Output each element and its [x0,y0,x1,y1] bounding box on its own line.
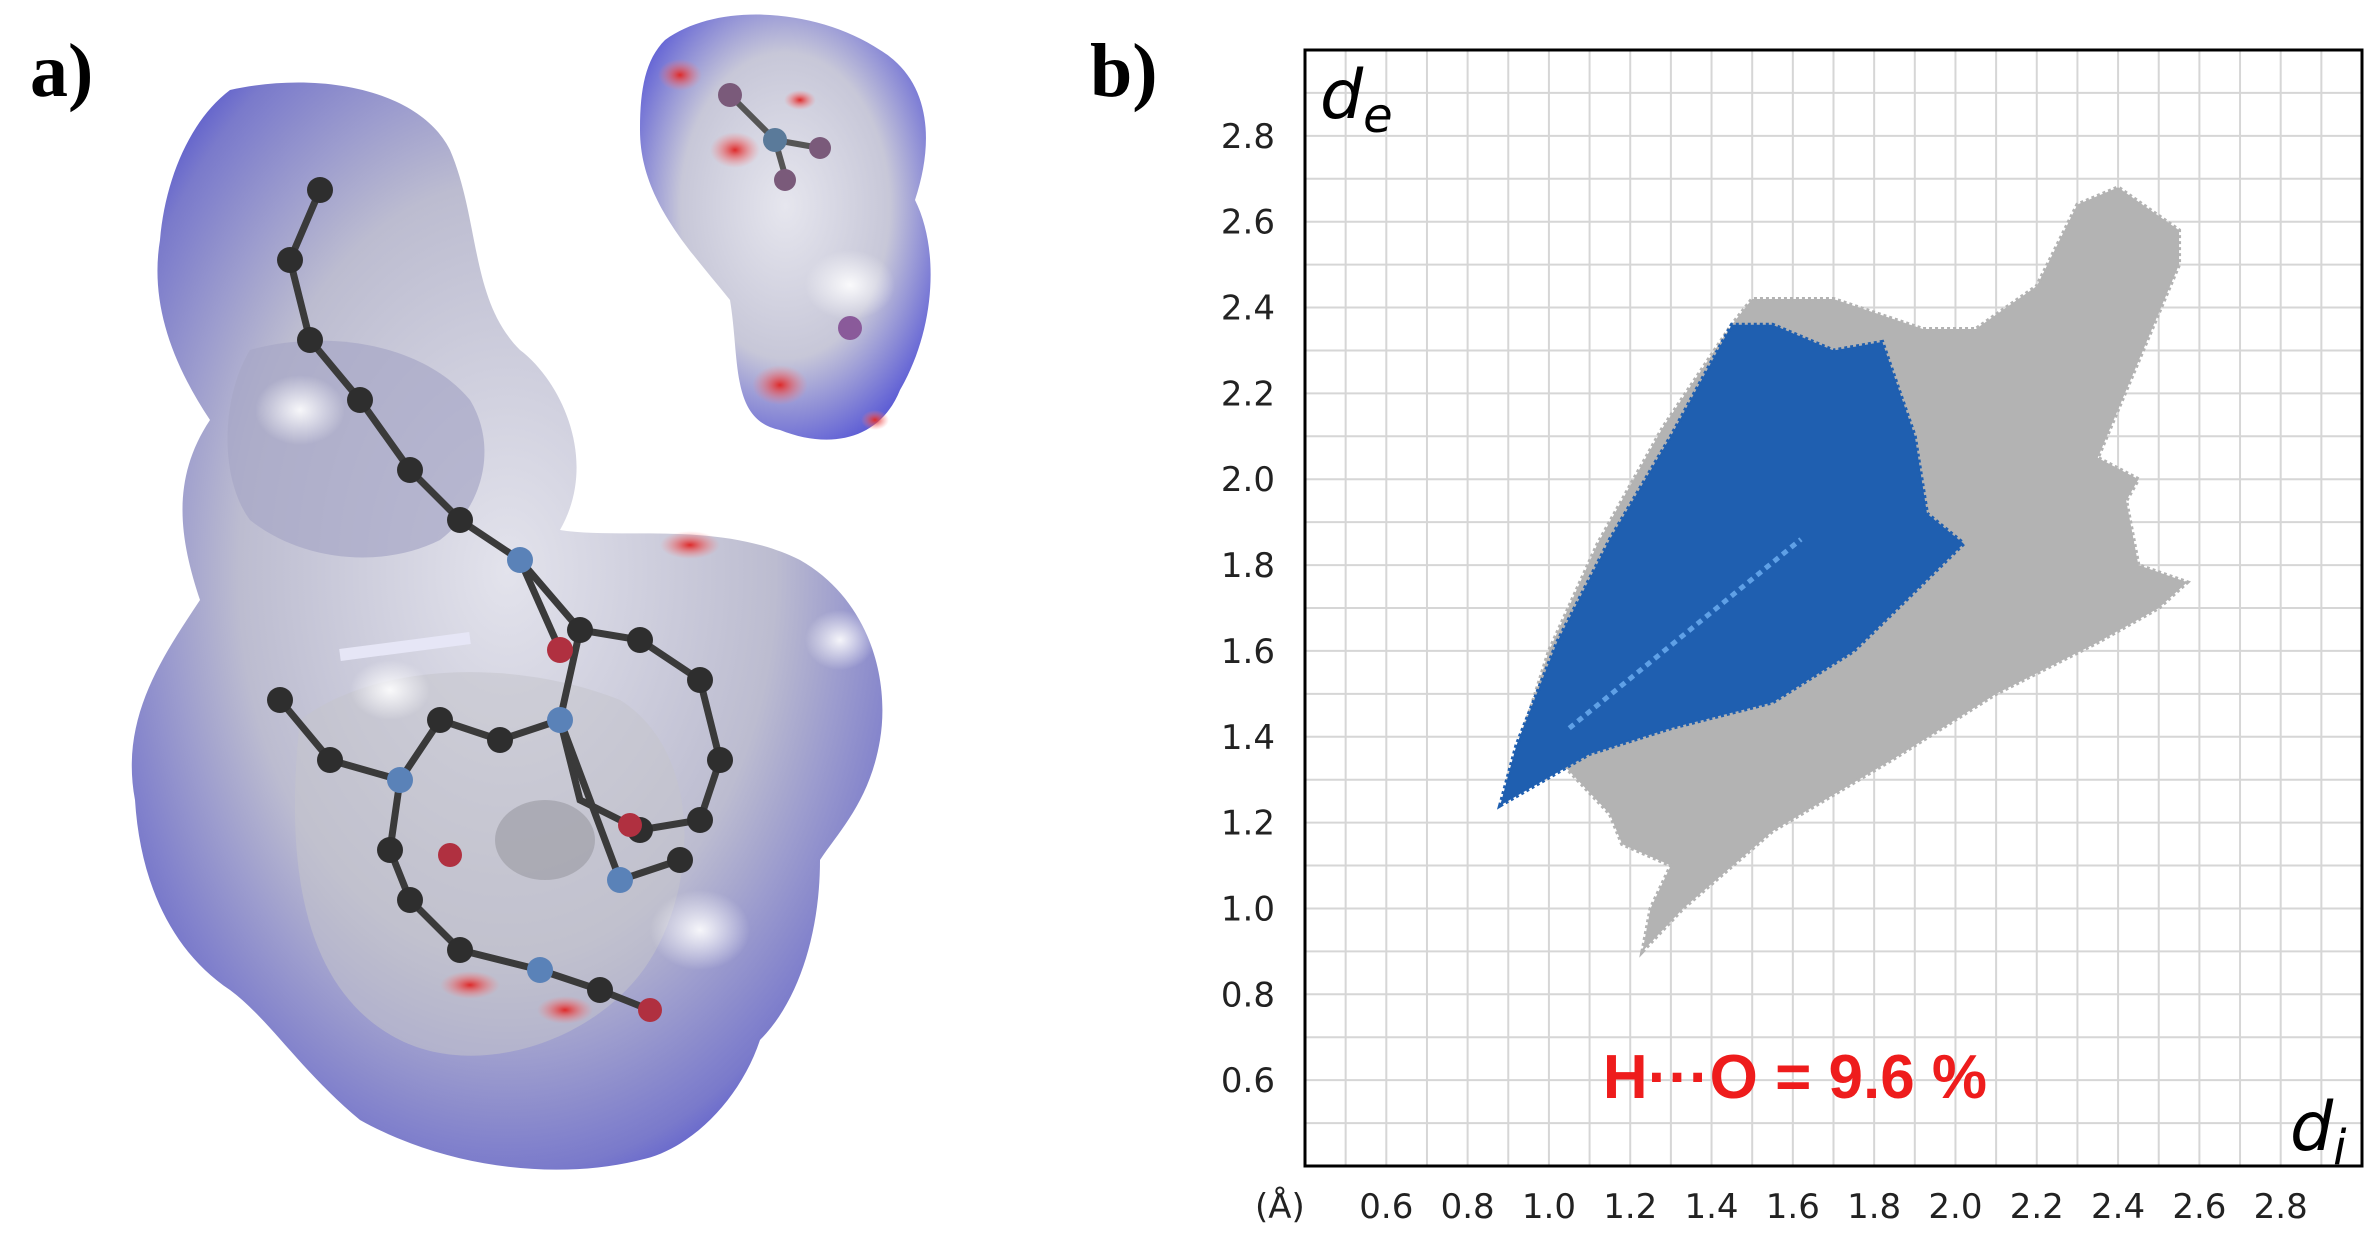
h-o-density-ridge [1567,537,1803,731]
panel-label-a: a) [30,29,94,113]
anion-surface [640,14,931,440]
y-tick-label: 2.2 [1221,374,1275,414]
y-tick-label: 2.6 [1221,203,1275,243]
x-tick-label: 1.0 [1522,1187,1576,1227]
x-tick-label: 1.6 [1766,1187,1820,1227]
x-tick-label: 2.4 [2091,1187,2145,1227]
x-tick-label: 2.8 [2254,1187,2308,1227]
h-o-contacts-region [1496,322,1967,810]
y-tick-label: 1.4 [1221,718,1275,758]
plot-frame [1303,48,2364,1168]
y-tick-label: 2.4 [1221,289,1275,329]
x-tick-label: 1.2 [1603,1187,1657,1227]
y-tick-label: 1.2 [1221,804,1275,844]
tick-labels: 0.6 0.8 1.0 1.2 1.4 1.6 1.8 2.0 2.2 2.4 2.6 2.8 0.6 0… [1221,117,2308,1227]
hirshfeld-surface-image [131,14,931,1170]
y-tick-label: 0.8 [1221,975,1275,1015]
y-axis-label: de [1320,56,1393,144]
unit-label: (Å) [1255,1186,1305,1227]
x-tick-label: 2.2 [2010,1187,2064,1227]
x-tick-label: 0.8 [1441,1187,1495,1227]
y-tick-label: 0.6 [1221,1061,1275,1101]
series-layer [1496,185,2192,958]
y-tick-label: 2.8 [1221,117,1275,157]
y-tick-label: 1.0 [1221,889,1275,929]
cation-surface [131,82,883,1170]
contact-annotation: H···O = 9.6 % [1603,1043,1987,1112]
y-tick-label: 1.8 [1221,546,1275,586]
x-tick-label: 1.4 [1684,1187,1738,1227]
x-axis-label: di [2290,1088,2347,1176]
x-tick-label: 0.6 [1359,1187,1413,1227]
panel-label-b: b) [1090,29,1158,113]
x-tick-label: 2.6 [2172,1187,2226,1227]
y-tick-label: 2.0 [1221,460,1275,500]
y-tick-label: 1.6 [1221,632,1275,672]
x-tick-label: 1.8 [1847,1187,1901,1227]
x-tick-label: 2.0 [1928,1187,1982,1227]
